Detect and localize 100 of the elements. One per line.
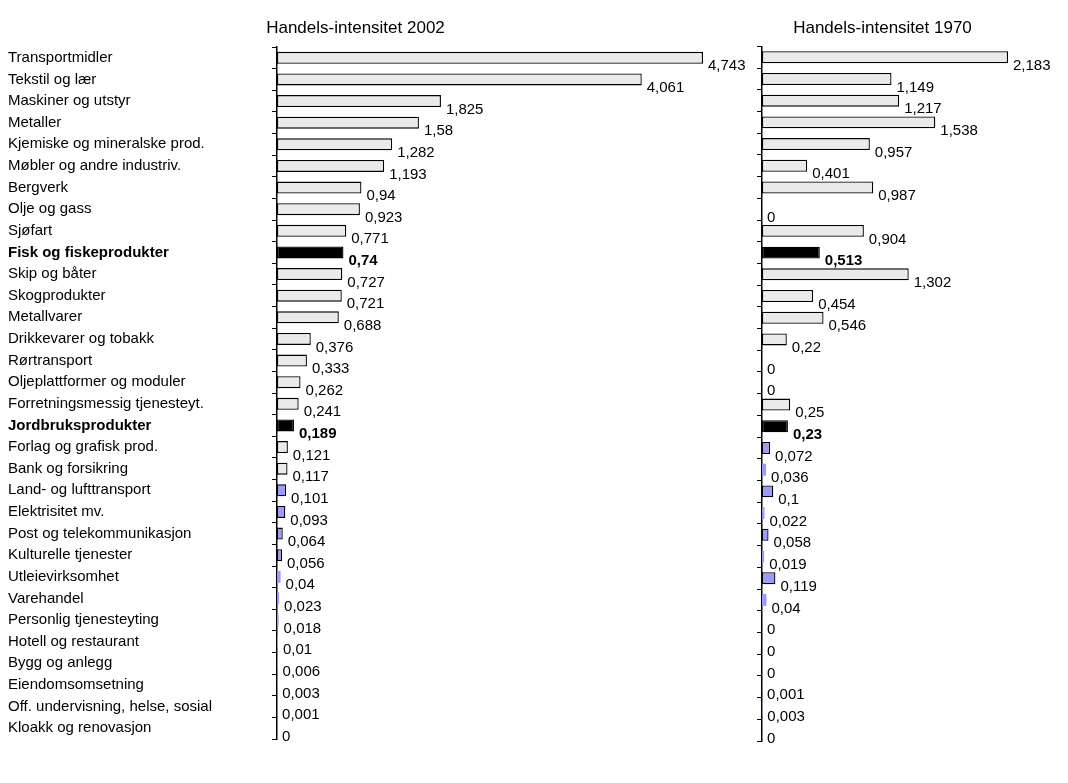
y-tick-label: Bank og forsikring xyxy=(8,458,129,476)
data-label: 0,94 xyxy=(366,186,396,204)
data-label: 0,262 xyxy=(305,380,344,398)
y-tick-label: Eiendomsomsetning xyxy=(8,675,144,693)
data-label: 1,538 xyxy=(940,121,978,139)
y-tick-label: Sjøfart xyxy=(8,220,53,238)
data-label: 1,302 xyxy=(913,272,952,290)
chart-title: Handels-intensitet 2002 xyxy=(266,18,445,38)
data-label: 0,22 xyxy=(791,338,821,356)
y-tick-label: Metallvarer xyxy=(8,307,83,325)
y-tick-label: Forretningsmessig tjenesteyt. xyxy=(8,393,204,411)
data-label: 0,513 xyxy=(824,251,863,269)
y-tick-label: Metaller xyxy=(8,112,62,130)
data-label: 0,727 xyxy=(347,272,385,290)
data-label: 1,149 xyxy=(896,77,935,95)
y-tick-label: Kloakk og renovasjon xyxy=(8,718,152,736)
y-tick-label: Tekstil og lær xyxy=(8,69,97,87)
chart-title: Handels-intensitet 1970 xyxy=(793,17,972,37)
data-label: 0,957 xyxy=(874,142,913,160)
data-label: 0,401 xyxy=(812,164,850,182)
data-label: 0,019 xyxy=(769,555,807,573)
data-label: 0,923 xyxy=(364,207,403,225)
data-label: 0,74 xyxy=(348,251,379,269)
y-tick-label: Fisk og fiskeprodukter xyxy=(8,242,170,260)
data-label: 0,04 xyxy=(285,575,315,593)
data-label: 4,061 xyxy=(646,78,685,96)
data-label: 0,072 xyxy=(775,446,813,464)
y-tick-label: Personlig tjenesteyting xyxy=(8,610,159,628)
y-tick-label: Oljeplattformer og moduler xyxy=(8,372,186,390)
data-label: 0 xyxy=(767,641,776,659)
y-tick-label: Forlag og grafisk prod. xyxy=(8,437,159,455)
y-tick-label: Land- og lufttransport xyxy=(8,480,152,498)
data-label: 0,01 xyxy=(282,640,313,658)
data-label: 0 xyxy=(767,381,776,399)
y-tick-label: Møbler og andre industriv. xyxy=(8,156,182,174)
data-label: 1,58 xyxy=(423,121,454,139)
y-tick-label: Jordbruksprodukter xyxy=(8,415,152,433)
data-label: 0 xyxy=(767,207,776,225)
data-label: 0,001 xyxy=(767,685,805,703)
y-tick-label: Hotell og restaurant xyxy=(8,631,140,649)
data-label: 0,036 xyxy=(771,468,809,486)
y-tick-label: Skogprodukter xyxy=(8,285,106,303)
data-label: 0,333 xyxy=(311,359,350,377)
y-tick-label: Varehandel xyxy=(8,588,84,606)
data-label: 0,003 xyxy=(282,683,320,701)
data-label: 0,454 xyxy=(818,294,856,312)
data-label: 0 xyxy=(767,620,776,638)
data-label: 0 xyxy=(767,359,776,377)
y-tick-label: Kjemiske og mineralske prod. xyxy=(8,134,205,152)
data-label: 0,04 xyxy=(771,598,801,616)
data-label: 0,022 xyxy=(769,511,808,529)
bar xyxy=(762,463,767,476)
bar xyxy=(762,593,767,606)
data-label: 4,743 xyxy=(708,56,746,74)
data-label: 0,001 xyxy=(282,705,320,723)
y-tick-label: Kulturelle tjenester xyxy=(8,545,133,563)
data-label: 1,217 xyxy=(904,99,942,117)
data-label: 1,282 xyxy=(397,142,435,160)
data-label: 0,064 xyxy=(287,532,326,550)
data-label: 0,25 xyxy=(795,403,825,421)
y-tick-label: Skip og båter xyxy=(8,264,97,282)
data-label: 0,121 xyxy=(292,445,331,463)
data-label: 0,721 xyxy=(346,294,385,312)
y-tick-label: Bygg og anlegg xyxy=(8,653,113,671)
data-label: 0,771 xyxy=(351,229,389,247)
y-tick-label: Transportmidler xyxy=(8,47,113,65)
data-label: 0,018 xyxy=(283,618,322,636)
data-label: 0,688 xyxy=(343,315,382,333)
data-label: 2,183 xyxy=(1013,55,1051,73)
y-tick-label: Rørtransport xyxy=(8,350,94,368)
data-label: 0 xyxy=(767,663,776,681)
y-tick-label: Drikkevarer og tobakk xyxy=(8,329,155,347)
y-tick-label: Bergverk xyxy=(8,177,69,195)
data-label: 0,189 xyxy=(298,424,337,442)
data-label: 0,119 xyxy=(780,576,817,594)
data-label: 0,987 xyxy=(878,186,916,204)
y-tick-label: Post og telekommunikasjon xyxy=(8,523,192,541)
y-tick-label: Elektrisitet mv. xyxy=(8,502,105,520)
data-label: 0,003 xyxy=(767,707,805,725)
data-label: 0,006 xyxy=(282,661,321,679)
data-label: 0,117 xyxy=(292,467,329,485)
data-label: 0 xyxy=(282,726,291,744)
y-tick-label: Olje og gass xyxy=(8,199,92,217)
data-label: 1,193 xyxy=(389,164,427,182)
data-label: 0,058 xyxy=(773,533,812,551)
data-label: 1,825 xyxy=(445,99,484,117)
data-label: 0,23 xyxy=(792,424,823,442)
y-tick-label: Off. undervisning, helse, sosial xyxy=(8,696,213,714)
data-label: 0,376 xyxy=(315,337,354,355)
data-label: 0,241 xyxy=(303,402,342,420)
data-label: 0,546 xyxy=(828,316,867,334)
data-label: 0,1 xyxy=(778,490,800,508)
data-label: 0,093 xyxy=(290,510,328,528)
data-label: 0,023 xyxy=(284,597,322,615)
data-label: 0,101 xyxy=(291,488,329,506)
data-label: 0 xyxy=(767,728,776,746)
data-label: 0,056 xyxy=(287,553,325,571)
y-tick-label: Utleievirksomhet xyxy=(8,566,120,584)
y-tick-label: Maskiner og utstyr xyxy=(8,91,131,109)
data-label: 0,904 xyxy=(868,229,907,247)
